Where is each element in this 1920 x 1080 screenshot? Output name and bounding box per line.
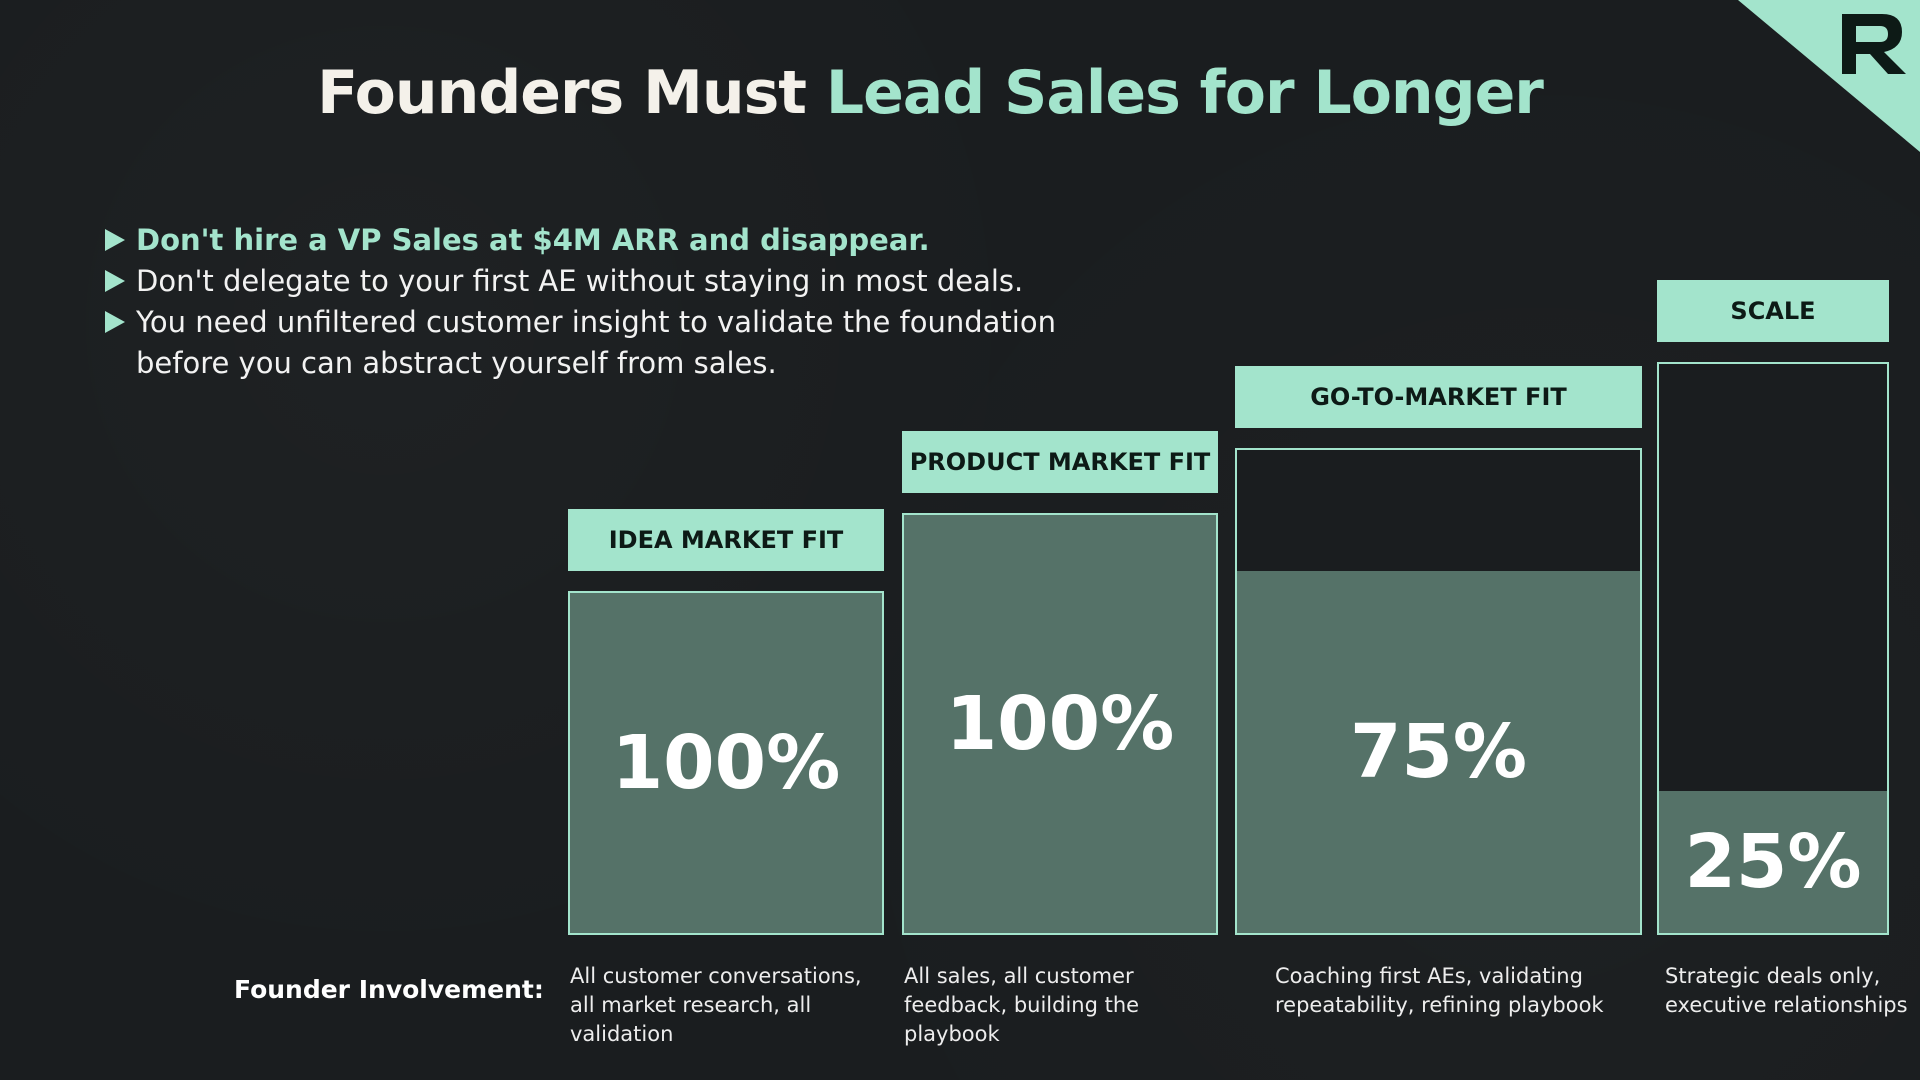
page-title: Founders Must Lead Sales for Longer	[0, 58, 1860, 128]
stage-header: PRODUCT MARKET FIT	[902, 431, 1218, 493]
bullet-text: You need unfiltered customer insight to …	[136, 305, 1056, 380]
stage-description: All sales, all customer feedback, buildi…	[904, 964, 1140, 1046]
triangle-bullet-icon	[105, 311, 125, 333]
stage-bar: 75%	[1235, 448, 1642, 935]
bullet-item: Don't delegate to your first AE without …	[105, 261, 1065, 302]
triangle-bullet-icon	[105, 229, 125, 251]
stage-header: SCALE	[1657, 280, 1889, 342]
stage-bar-fill	[1659, 790, 1887, 933]
stage-percentage: 100%	[945, 681, 1175, 767]
stage-bar: 100%	[568, 591, 884, 935]
founder-involvement-label: Founder Involvement:	[234, 975, 544, 1004]
bullet-list: Don't hire a VP Sales at $4M ARR and dis…	[105, 220, 1065, 384]
stage-bar-fill	[570, 593, 882, 933]
bullet-item: You need unfiltered customer insight to …	[105, 302, 1065, 384]
stage-bar-fill	[904, 515, 1216, 933]
brand-r-logo-icon	[1842, 14, 1906, 74]
bullet-text: Don't delegate to your first AE without …	[136, 264, 1024, 298]
stage-bar: 25%	[1657, 362, 1889, 935]
triangle-bullet-icon	[105, 270, 125, 292]
title-accent: Lead Sales for Longer	[825, 58, 1544, 128]
stage-header: GO-TO-MARKET FIT	[1235, 366, 1642, 428]
bullet-text: Don't hire a VP Sales at $4M ARR and dis…	[136, 223, 930, 257]
stage-description: Strategic deals only, executive relation…	[1665, 964, 1908, 1017]
stage-percentage: 100%	[611, 720, 841, 806]
stage-percentage: 25%	[1684, 819, 1862, 905]
stage-description: All customer conversations, all market r…	[570, 964, 862, 1046]
title-prefix: Founders Must	[317, 58, 807, 128]
stage-bar-fill	[1237, 570, 1640, 933]
bullet-item: Don't hire a VP Sales at $4M ARR and dis…	[105, 220, 1065, 261]
stage-bar: 100%	[902, 513, 1218, 935]
stage-description: Coaching first AEs, validating repeatabi…	[1275, 964, 1604, 1017]
stage-percentage: 75%	[1349, 709, 1528, 795]
stage-header: IDEA MARKET FIT	[568, 509, 884, 571]
